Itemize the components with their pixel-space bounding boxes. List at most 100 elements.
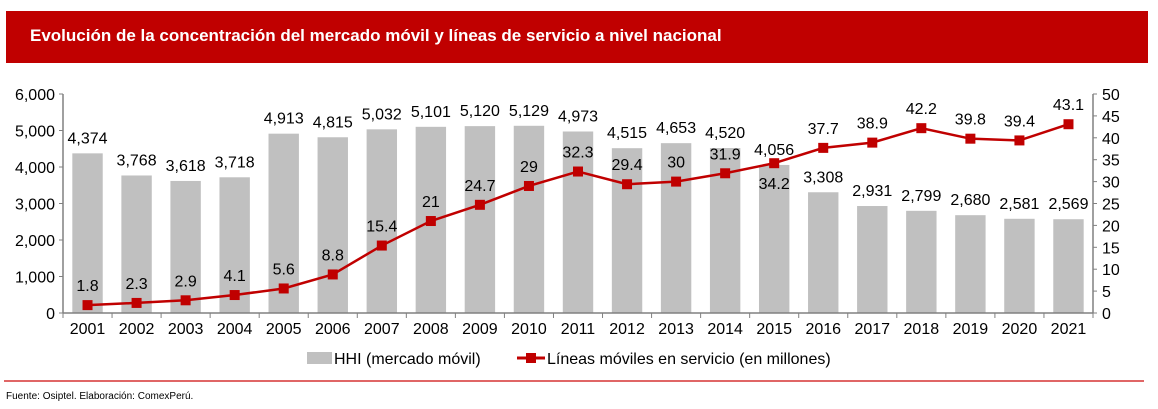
right-tick-label: 15	[1102, 240, 1120, 257]
hhi-data-label: 5,120	[460, 103, 500, 120]
right-tick-label: 30	[1102, 175, 1120, 192]
lines-data-label: 42.2	[906, 101, 937, 118]
x-tick-label: 2004	[217, 321, 253, 338]
lines-marker	[867, 137, 878, 148]
lines-data-label: 15.4	[366, 219, 397, 236]
lines-data-label: 29.4	[611, 157, 642, 174]
lines-marker	[425, 216, 436, 227]
hhi-data-label: 3,718	[215, 154, 255, 171]
right-tick-label: 10	[1102, 262, 1120, 279]
hhi-bar	[562, 131, 594, 313]
hhi-data-label: 5,101	[411, 104, 451, 121]
hhi-bar	[317, 137, 348, 313]
x-tick-label: 2005	[266, 321, 302, 338]
hhi-data-label: 4,913	[264, 111, 304, 128]
lines-data-label: 21	[422, 194, 440, 211]
lines-marker	[916, 123, 927, 134]
hhi-data-label: 4,515	[607, 125, 647, 142]
hhi-bar	[906, 210, 937, 313]
hhi-bar	[464, 126, 496, 314]
hhi-bar	[611, 148, 643, 313]
legend-hhi-label: HHI (mercado móvil)	[334, 351, 481, 368]
hhi-bar	[366, 129, 398, 313]
lines-data-label: 39.4	[1004, 113, 1035, 130]
hhi-data-label: 2,569	[1048, 196, 1088, 213]
lines-data-label: 2.9	[174, 273, 196, 290]
lines-marker	[376, 240, 387, 251]
hhi-bar	[268, 133, 299, 313]
hhi-bar	[955, 215, 986, 313]
right-tick-label: 45	[1102, 109, 1120, 126]
hhi-bar	[72, 153, 103, 313]
right-tick-label: 5	[1102, 284, 1111, 301]
hhi-data-label: 2,680	[950, 192, 990, 209]
lines-data-label: 4.1	[224, 268, 246, 285]
left-tick-label: 4,000	[15, 160, 55, 177]
x-tick-label: 2011	[561, 321, 596, 338]
left-tick-label: 5,000	[15, 124, 55, 141]
hhi-data-label: 2,931	[852, 183, 892, 200]
hhi-bar	[121, 175, 152, 313]
x-tick-label: 2018	[904, 321, 940, 338]
hhi-data-label: 5,032	[362, 106, 402, 123]
lines-marker	[523, 180, 534, 191]
hhi-bar	[808, 192, 839, 313]
hhi-bar	[1053, 219, 1084, 313]
right-tick-label: 25	[1102, 197, 1120, 214]
lines-marker	[229, 290, 240, 301]
lines-data-label: 43.1	[1053, 97, 1084, 114]
lines-marker	[720, 168, 731, 179]
hhi-data-label: 4,374	[68, 130, 108, 147]
x-tick-label: 2008	[413, 321, 449, 338]
lines-marker	[671, 176, 682, 187]
legend-hhi-swatch	[307, 352, 332, 364]
lines-marker	[180, 295, 191, 306]
right-tick-label: 40	[1102, 131, 1120, 148]
hhi-bar	[513, 125, 545, 313]
x-tick-label: 2015	[756, 321, 792, 338]
right-tick-label: 0	[1102, 306, 1111, 323]
left-tick-label: 0	[46, 306, 55, 323]
lines-marker	[965, 133, 976, 144]
lines-data-label: 5.6	[273, 261, 295, 278]
title-bar: Evolución de la concentración del mercad…	[6, 11, 1148, 63]
lines-marker	[278, 283, 289, 294]
lines-data-label: 30	[667, 155, 685, 172]
x-tick-label: 2014	[707, 321, 743, 338]
x-tick-label: 2002	[119, 321, 155, 338]
lines-marker	[1014, 135, 1025, 146]
x-tick-label: 2021	[1051, 321, 1087, 338]
left-tick-label: 3,000	[15, 197, 55, 214]
chart-title: Evolución de la concentración del mercad…	[30, 26, 722, 45]
lines-data-label: 8.8	[322, 247, 344, 264]
x-tick-label: 2020	[1002, 321, 1038, 338]
x-tick-label: 2001	[70, 321, 106, 338]
right-tick-label: 20	[1102, 218, 1120, 235]
hhi-data-label: 4,653	[656, 120, 696, 137]
x-tick-label: 2013	[658, 321, 694, 338]
x-tick-label: 2007	[364, 321, 400, 338]
lines-marker	[82, 300, 93, 311]
hhi-bar	[170, 180, 201, 313]
lines-data-label: 32.3	[562, 145, 593, 162]
hhi-data-label: 4,056	[754, 142, 794, 159]
x-tick-label: 2009	[462, 321, 498, 338]
hhi-data-label: 3,308	[803, 169, 843, 186]
x-tick-label: 2010	[511, 321, 547, 338]
lines-marker	[573, 166, 583, 177]
x-tick-label: 2006	[315, 321, 351, 338]
chart: 01,0002,0003,0004,0005,0006,000051015202…	[15, 87, 1120, 368]
lines-marker	[818, 142, 829, 153]
source-note: Fuente: Osiptel. Elaboración: ComexPerú.	[6, 391, 194, 402]
footer-divider	[4, 380, 1144, 382]
left-tick-label: 1,000	[15, 270, 55, 287]
hhi-bar	[660, 143, 692, 313]
lines-data-label: 39.8	[955, 112, 986, 129]
hhi-data-label: 4,973	[558, 108, 598, 125]
lines-marker	[131, 297, 142, 308]
lines-marker	[769, 158, 780, 169]
hhi-data-label: 5,129	[509, 103, 549, 120]
lines-data-label: 2.3	[125, 276, 147, 293]
lines-data-label: 29	[520, 159, 538, 176]
left-tick-label: 6,000	[15, 87, 55, 104]
